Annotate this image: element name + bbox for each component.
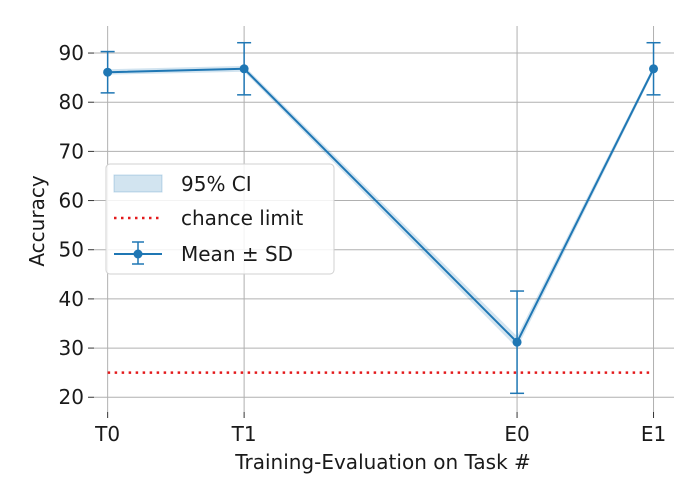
legend: 95% CI chance limit Mean ± SD: [105, 163, 335, 275]
data-point: [239, 64, 249, 74]
legend-label-ci: 95% CI: [181, 172, 252, 196]
ci-band-layer: [107, 65, 654, 349]
ci-band: [107, 65, 654, 349]
y-tick-label: 40: [59, 287, 84, 311]
y-tick-label: 90: [59, 41, 84, 65]
data-point: [649, 64, 659, 74]
y-tick-label: 20: [59, 385, 84, 409]
legend-frame: [105, 163, 335, 275]
y-tick-label: 50: [59, 238, 84, 262]
data-point: [512, 337, 522, 347]
mean-line-layer: [107, 67, 655, 344]
y-tick-label: 60: [59, 189, 84, 213]
x-tick-labels: T0 T1 E0 E1: [94, 422, 666, 446]
legend-label-mean: Mean ± SD: [181, 242, 293, 266]
y-axis-label: Accuracy: [25, 175, 49, 266]
y-tick-labels: 20 30 40 50 60 70 80 90: [59, 41, 84, 409]
data-point: [103, 67, 113, 77]
point-layer: [103, 64, 659, 347]
y-tick-label: 30: [59, 336, 84, 360]
x-axis-label: Training-Evaluation on Task #: [234, 450, 531, 474]
x-tick-label: E0: [504, 422, 529, 446]
legend-swatch-mean: [114, 241, 162, 265]
legend-label-chance: chance limit: [181, 206, 303, 230]
x-tick-label: T1: [231, 422, 257, 446]
legend-swatch-ci: [113, 174, 163, 193]
y-tick-label: 80: [59, 90, 84, 114]
mean-line: [107, 67, 655, 344]
y-tick-label: 70: [59, 139, 84, 163]
x-tick-label: E1: [641, 422, 666, 446]
x-tick-label: T0: [94, 422, 120, 446]
